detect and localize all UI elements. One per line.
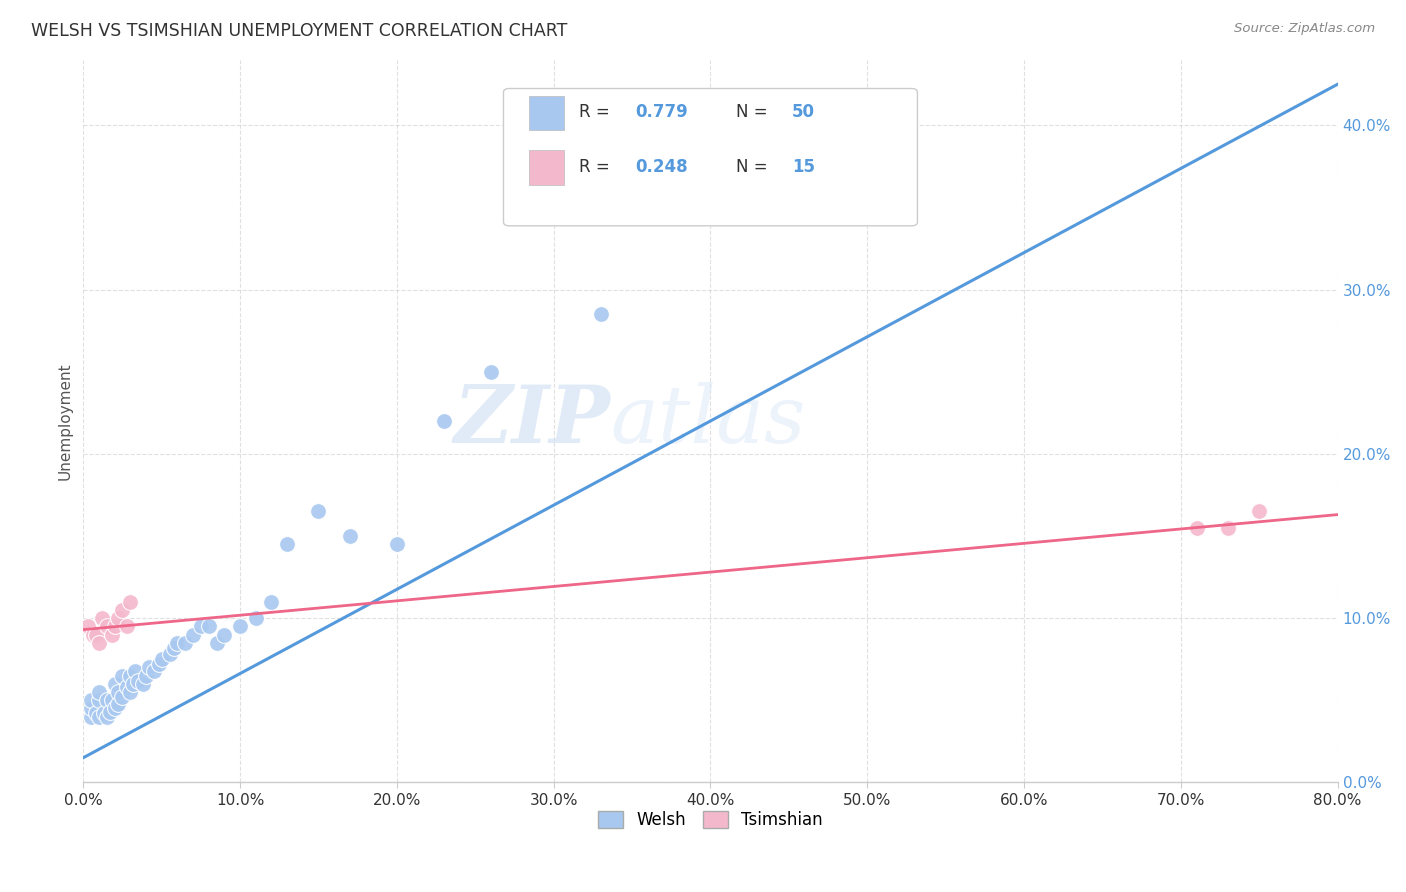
Text: N =: N = xyxy=(735,158,772,176)
Point xyxy=(115,619,138,633)
Text: R =: R = xyxy=(579,158,614,176)
Point xyxy=(104,619,127,633)
Y-axis label: Unemployment: Unemployment xyxy=(58,362,72,480)
Point xyxy=(308,504,330,518)
Point xyxy=(142,664,165,678)
Point xyxy=(1185,521,1208,535)
Point xyxy=(1216,521,1239,535)
Point xyxy=(120,685,142,699)
Point xyxy=(84,627,107,641)
Point xyxy=(159,647,181,661)
Point xyxy=(104,677,127,691)
Point xyxy=(260,595,283,609)
FancyBboxPatch shape xyxy=(529,95,564,130)
Point xyxy=(433,414,456,428)
Point xyxy=(339,529,361,543)
Point xyxy=(138,660,160,674)
Point xyxy=(107,685,129,699)
Text: 15: 15 xyxy=(792,158,815,176)
Point xyxy=(163,640,186,655)
Point xyxy=(84,706,107,721)
Point xyxy=(96,693,118,707)
Point xyxy=(77,619,100,633)
Point xyxy=(276,537,298,551)
Point xyxy=(385,537,408,551)
Text: atlas: atlas xyxy=(610,383,806,459)
Text: R =: R = xyxy=(579,103,614,121)
Point xyxy=(100,627,122,641)
FancyBboxPatch shape xyxy=(529,150,564,185)
Point xyxy=(111,690,134,704)
Text: 0.248: 0.248 xyxy=(636,158,688,176)
Point xyxy=(107,697,129,711)
Text: Source: ZipAtlas.com: Source: ZipAtlas.com xyxy=(1234,22,1375,36)
Point xyxy=(135,668,157,682)
Point xyxy=(111,603,134,617)
Point xyxy=(1249,504,1271,518)
Point xyxy=(166,636,188,650)
Point xyxy=(93,706,115,721)
Point xyxy=(229,619,252,633)
Text: 50: 50 xyxy=(792,103,815,121)
Legend: Welsh, Tsimshian: Welsh, Tsimshian xyxy=(592,804,830,836)
Point xyxy=(197,619,219,633)
Point xyxy=(115,680,138,694)
Point xyxy=(205,636,228,650)
Text: N =: N = xyxy=(735,103,772,121)
Text: 0.779: 0.779 xyxy=(636,103,688,121)
Point xyxy=(181,627,204,641)
Point xyxy=(683,192,706,206)
Point xyxy=(120,595,142,609)
Point xyxy=(120,668,142,682)
Point xyxy=(132,677,155,691)
Point xyxy=(174,636,197,650)
FancyBboxPatch shape xyxy=(503,88,918,226)
Point xyxy=(111,668,134,682)
Point xyxy=(87,709,110,723)
Point xyxy=(96,619,118,633)
Point xyxy=(80,701,103,715)
Point xyxy=(148,657,170,671)
Point xyxy=(107,611,129,625)
Point xyxy=(245,611,267,625)
Point xyxy=(98,705,121,719)
Point xyxy=(80,709,103,723)
Point xyxy=(150,652,173,666)
Point xyxy=(124,664,146,678)
Point xyxy=(190,619,212,633)
Point xyxy=(122,677,145,691)
Point xyxy=(96,709,118,723)
Point xyxy=(80,693,103,707)
Point xyxy=(104,701,127,715)
Point xyxy=(87,636,110,650)
Point xyxy=(91,611,114,625)
Point xyxy=(87,693,110,707)
Point xyxy=(589,307,612,321)
Point xyxy=(214,627,236,641)
Point xyxy=(127,673,149,688)
Point xyxy=(100,693,122,707)
Point xyxy=(479,365,502,379)
Text: ZIP: ZIP xyxy=(453,383,610,459)
Text: WELSH VS TSIMSHIAN UNEMPLOYMENT CORRELATION CHART: WELSH VS TSIMSHIAN UNEMPLOYMENT CORRELAT… xyxy=(31,22,567,40)
Point xyxy=(87,685,110,699)
Point xyxy=(82,627,104,641)
